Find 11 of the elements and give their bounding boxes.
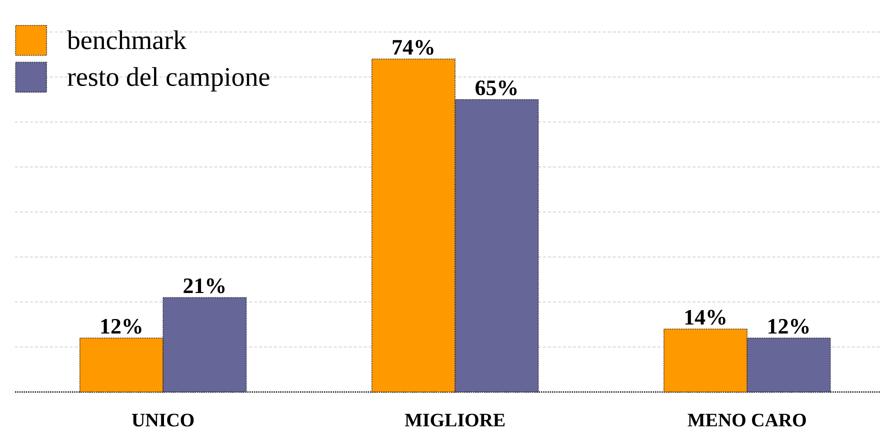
legend-label: resto del campione (68, 67, 270, 92)
data-label: 21% (184, 278, 225, 294)
x-tick-label: UNICO (132, 414, 194, 426)
x-tick-label: MENO CARO (688, 414, 806, 426)
x-tick-label: MIGLIORE (404, 414, 505, 426)
legend-label: benchmark (66, 30, 187, 50)
data-label: 65% (476, 80, 517, 96)
data-label: 12% (101, 318, 142, 334)
data-label: 14% (685, 310, 726, 325)
data-label: 74% (392, 40, 434, 55)
data-label: 12% (768, 318, 809, 334)
